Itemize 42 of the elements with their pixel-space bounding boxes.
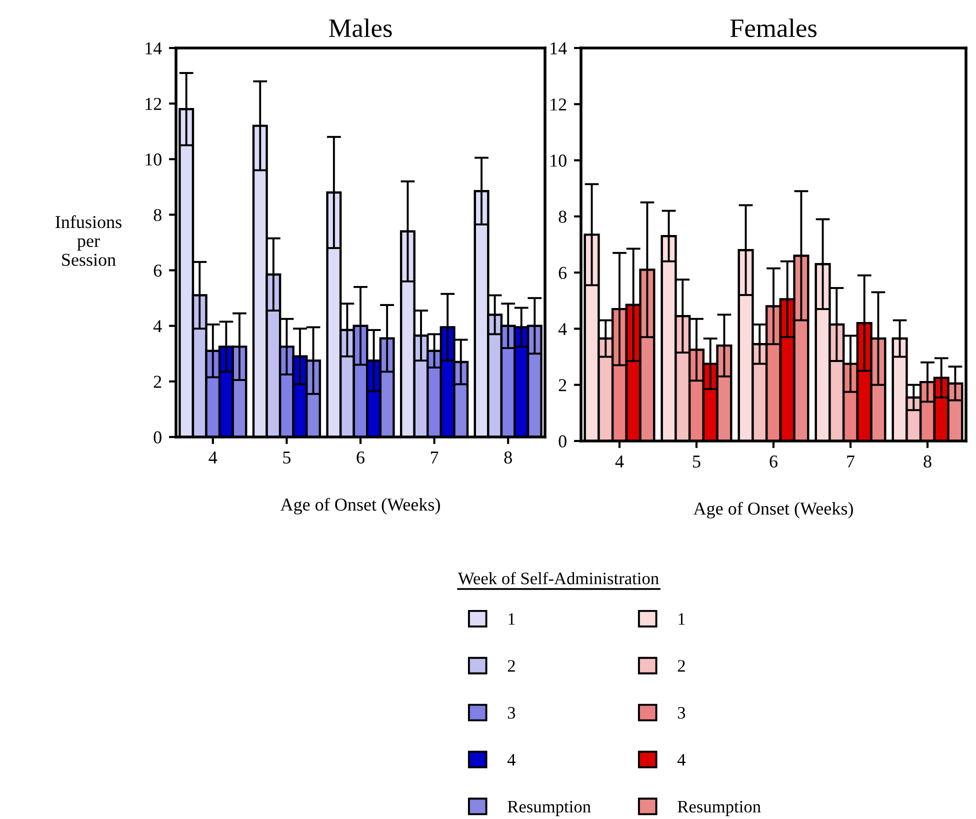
x-tick-label: 5 [283,452,291,464]
x-tick-label: 4 [615,456,624,468]
x-axis-title: Age of Onset (Weeks) [693,502,853,518]
legend-label: 3 [508,707,516,719]
x-axis-title: Age of Onset (Weeks) [280,498,440,514]
chart-title: Females [730,18,817,38]
y-tick-label: 4 [558,323,567,335]
x-tick-label: 5 [693,456,700,468]
y-tick-label: 0 [154,431,162,444]
y-tick-label: 6 [558,266,567,280]
x-tick-label: 8 [504,451,512,464]
x-tick-label: 4 [208,452,218,464]
y-tick-label: 10 [550,154,566,167]
x-tick-label: 6 [770,455,778,468]
y-tick-label: 2 [558,379,566,392]
legend-label: 1 [678,613,685,625]
legend-label: 4 [677,754,686,766]
legend-label: Resumption [678,800,761,816]
y-tick-label: 12 [146,98,162,110]
legend-title: Week of Self-Administration [458,572,659,584]
x-tick-label: 7 [430,452,438,464]
y-tick-label: 8 [558,210,566,223]
y-tick-label: 14 [146,42,162,54]
x-tick-label: 7 [847,456,854,468]
y-tick-label: 12 [550,98,566,110]
y-tick-label: 4 [153,320,162,332]
legend-label: 3 [678,707,686,719]
legend-label: 2 [678,660,685,672]
x-tick-label: 6 [356,451,364,464]
y-tick-label: 0 [558,435,566,448]
chart-title: Males [329,18,392,38]
legend-label: Resumption [508,800,591,816]
y-axis-title: Infusions per Session [56,215,122,266]
legend-label: 1 [508,613,515,625]
y-tick-label: 6 [154,264,162,277]
x-tick-label: 8 [924,455,932,468]
y-tick-label: 14 [550,42,567,54]
legend-label: 2 [508,660,515,672]
y-tick-label: 2 [154,376,162,388]
y-tick-label: 10 [146,153,162,166]
y-tick-label: 8 [154,208,162,222]
legend-label: 4 [507,754,516,766]
